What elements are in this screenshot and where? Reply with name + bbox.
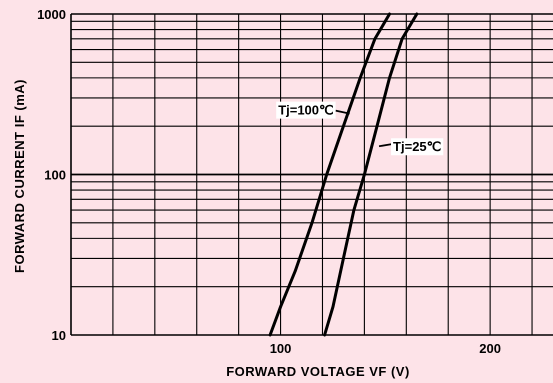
annotation-1: Tj=25℃ [378, 138, 444, 156]
y-tick-label: 100 [44, 168, 66, 183]
x-tick-labels: 100 200 [270, 341, 501, 356]
curve-label: Tj=25℃ [393, 139, 441, 154]
y-tick-label: 10 [52, 328, 66, 343]
horizontal-grid [71, 13, 553, 336]
y-tick-label: 1000 [37, 7, 66, 22]
y-tick-labels: 10 100 1000 [37, 7, 66, 343]
x-axis-title: FORWARD VOLTAGE VF (V) [226, 364, 410, 379]
series-line-0 [268, 12, 391, 337]
series-line-1 [323, 12, 419, 337]
y-axis-title: FORWARD CURRENT IF (mA) [12, 79, 27, 273]
curves [268, 12, 419, 337]
annotation-0: Tj=100℃ [276, 101, 350, 119]
x-tick-label: 100 [270, 341, 292, 356]
x-tick-label: 200 [479, 341, 501, 356]
leader-line [335, 109, 350, 115]
leader-line [378, 143, 392, 148]
curve-annotations: Tj=100℃ Tj=25℃ [276, 101, 444, 156]
curve-label: Tj=100℃ [278, 103, 333, 118]
